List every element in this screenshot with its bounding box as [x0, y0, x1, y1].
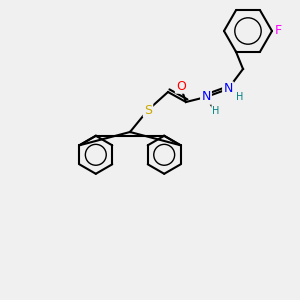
Text: H: H	[236, 92, 244, 102]
Text: N: N	[223, 82, 233, 95]
Text: S: S	[144, 103, 152, 116]
Text: H: H	[212, 106, 220, 116]
Text: N: N	[201, 91, 211, 103]
Text: O: O	[176, 80, 186, 92]
Text: F: F	[274, 25, 282, 38]
